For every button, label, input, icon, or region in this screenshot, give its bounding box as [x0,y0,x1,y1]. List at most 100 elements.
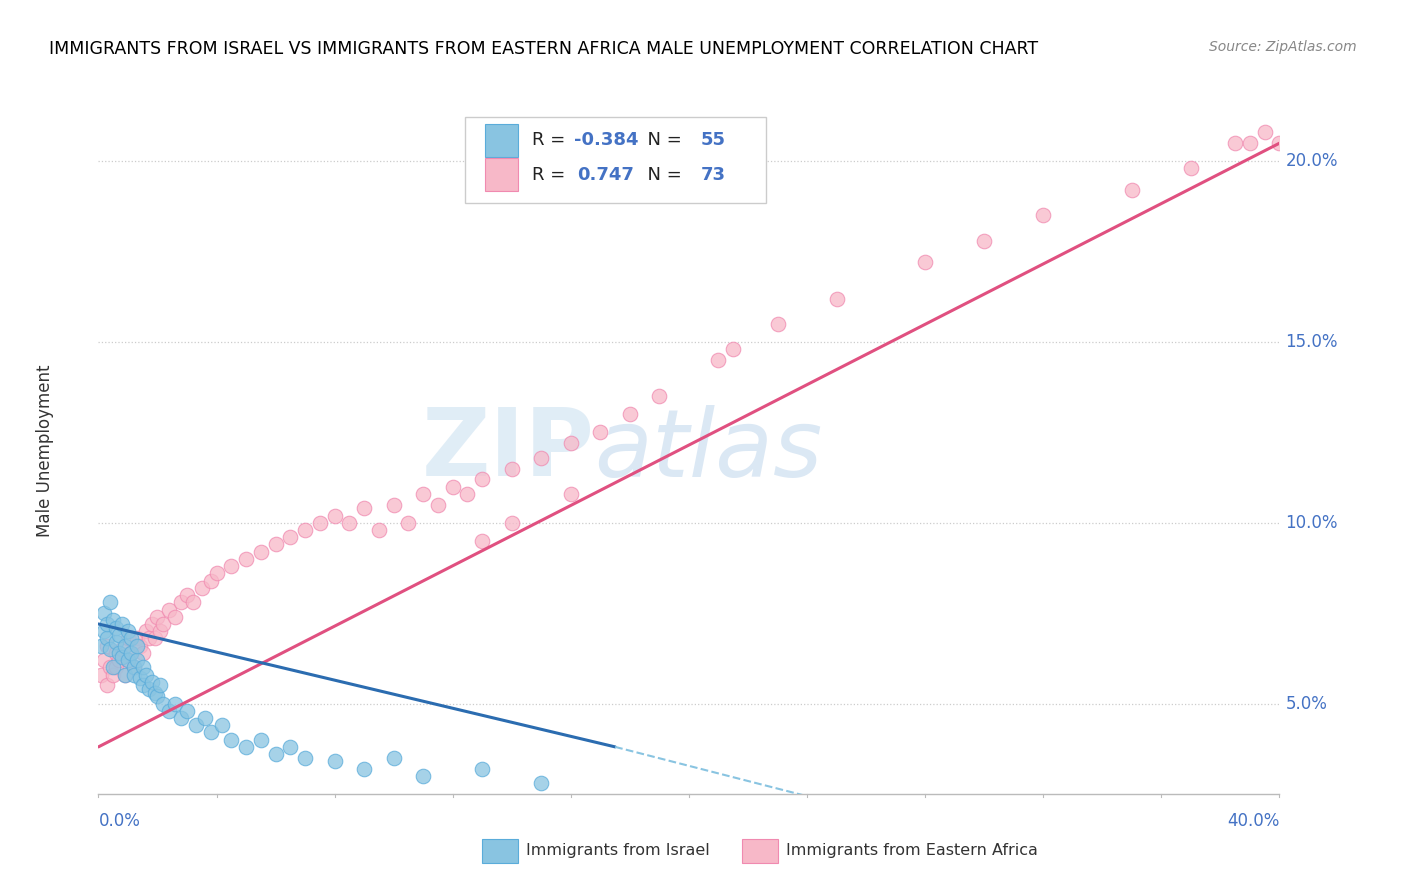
Point [105,660,128,674]
Text: IMMIGRANTS FROM ISRAEL VS IMMIGRANTS FROM EASTERN AFRICA MALE UNEMPLOYMENT CORRE: IMMIGRANTS FROM ISRAEL VS IMMIGRANTS FRO… [49,40,1039,58]
Point [176,588,198,602]
Point [1254,125,1277,139]
Point [157,602,180,616]
Text: 10.0%: 10.0% [1285,514,1339,532]
Point [117,632,139,646]
Point [456,487,478,501]
Point [120,632,142,646]
Point [125,632,148,646]
Point [412,487,434,501]
Point [96,617,118,632]
Point [111,649,134,664]
Text: 0.0%: 0.0% [98,812,141,830]
Point [530,776,553,790]
Text: Immigrants from Israel: Immigrants from Israel [526,843,710,858]
Point [114,667,136,681]
Text: R =: R = [531,131,571,149]
Point [120,646,142,660]
Point [427,498,450,512]
Text: Male Unemployment: Male Unemployment [37,364,55,537]
Point [264,537,287,551]
Point [194,711,217,725]
Point [96,639,118,653]
Point [98,595,121,609]
Text: atlas: atlas [595,405,823,496]
Point [721,343,744,357]
Point [132,678,155,692]
Point [157,704,180,718]
Point [96,632,118,646]
Point [98,642,121,657]
Text: R =: R = [531,166,576,184]
Point [135,624,157,639]
Point [98,660,121,674]
Text: 5.0%: 5.0% [1285,695,1327,713]
Point [205,566,228,581]
Point [141,617,163,632]
Point [294,750,316,764]
Point [138,632,160,646]
Point [707,353,730,368]
Point [143,686,166,700]
Point [560,436,582,450]
Text: -0.384: -0.384 [575,131,638,149]
Point [108,646,131,660]
Point [152,697,174,711]
Point [250,544,273,558]
Point [235,552,257,566]
Point [471,762,494,776]
Text: N =: N = [636,131,688,149]
Point [128,639,150,653]
Point [108,653,131,667]
Point [93,606,115,620]
Point [114,667,136,681]
Point [441,480,464,494]
Text: Immigrants from Eastern Africa: Immigrants from Eastern Africa [786,843,1038,858]
Point [309,516,332,530]
Point [132,660,155,674]
Point [382,750,405,764]
Point [914,255,936,269]
Point [105,621,128,635]
Point [111,617,134,632]
Text: ZIP: ZIP [422,404,595,497]
Point [250,732,273,747]
Point [176,704,198,718]
Point [103,613,125,627]
Point [323,755,346,769]
Point [120,646,142,660]
Point [471,533,494,548]
Point [96,678,118,692]
Point [1180,161,1202,176]
Point [170,711,193,725]
Point [149,678,172,692]
FancyBboxPatch shape [485,159,517,192]
Point [471,472,494,486]
Point [132,646,155,660]
Text: 20.0%: 20.0% [1285,153,1339,170]
Point [825,292,848,306]
Point [138,681,160,696]
Point [103,667,125,681]
Point [648,389,671,403]
Point [1268,136,1291,151]
Point [200,725,222,739]
Point [181,595,204,609]
Point [235,739,257,754]
Point [165,609,187,624]
Point [382,498,405,512]
Text: 0.747: 0.747 [576,166,634,184]
Point [146,690,169,704]
Point [353,501,375,516]
Text: N =: N = [636,166,688,184]
Point [125,653,148,667]
Point [219,732,242,747]
Point [152,617,174,632]
Point [108,628,131,642]
Point [105,646,128,660]
Point [219,559,242,574]
Point [90,639,112,653]
Point [1223,136,1246,151]
Point [278,739,302,754]
Point [396,516,419,530]
